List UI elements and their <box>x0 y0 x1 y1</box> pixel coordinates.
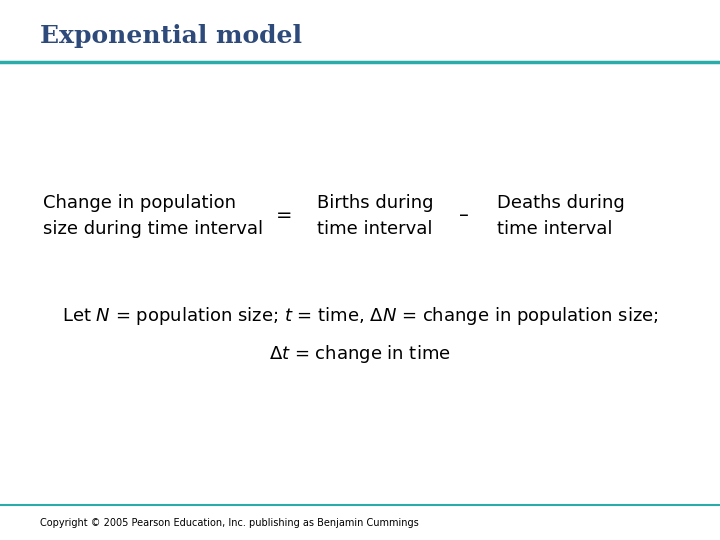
Text: Let $N$ = population size; $t$ = time, $\Delta$$N$ = change in population size;: Let $N$ = population size; $t$ = time, $… <box>62 305 658 327</box>
Text: Births during
time interval: Births during time interval <box>317 194 433 238</box>
Text: –: – <box>459 206 469 226</box>
Text: Deaths during
time interval: Deaths during time interval <box>497 194 624 238</box>
Text: Exponential model: Exponential model <box>40 24 302 48</box>
Text: =: = <box>276 206 292 226</box>
Text: $\Delta$$t$ = change in time: $\Delta$$t$ = change in time <box>269 343 451 364</box>
Text: Change in population
size during time interval: Change in population size during time in… <box>43 194 264 238</box>
Text: Copyright © 2005 Pearson Education, Inc. publishing as Benjamin Cummings: Copyright © 2005 Pearson Education, Inc.… <box>40 518 418 528</box>
